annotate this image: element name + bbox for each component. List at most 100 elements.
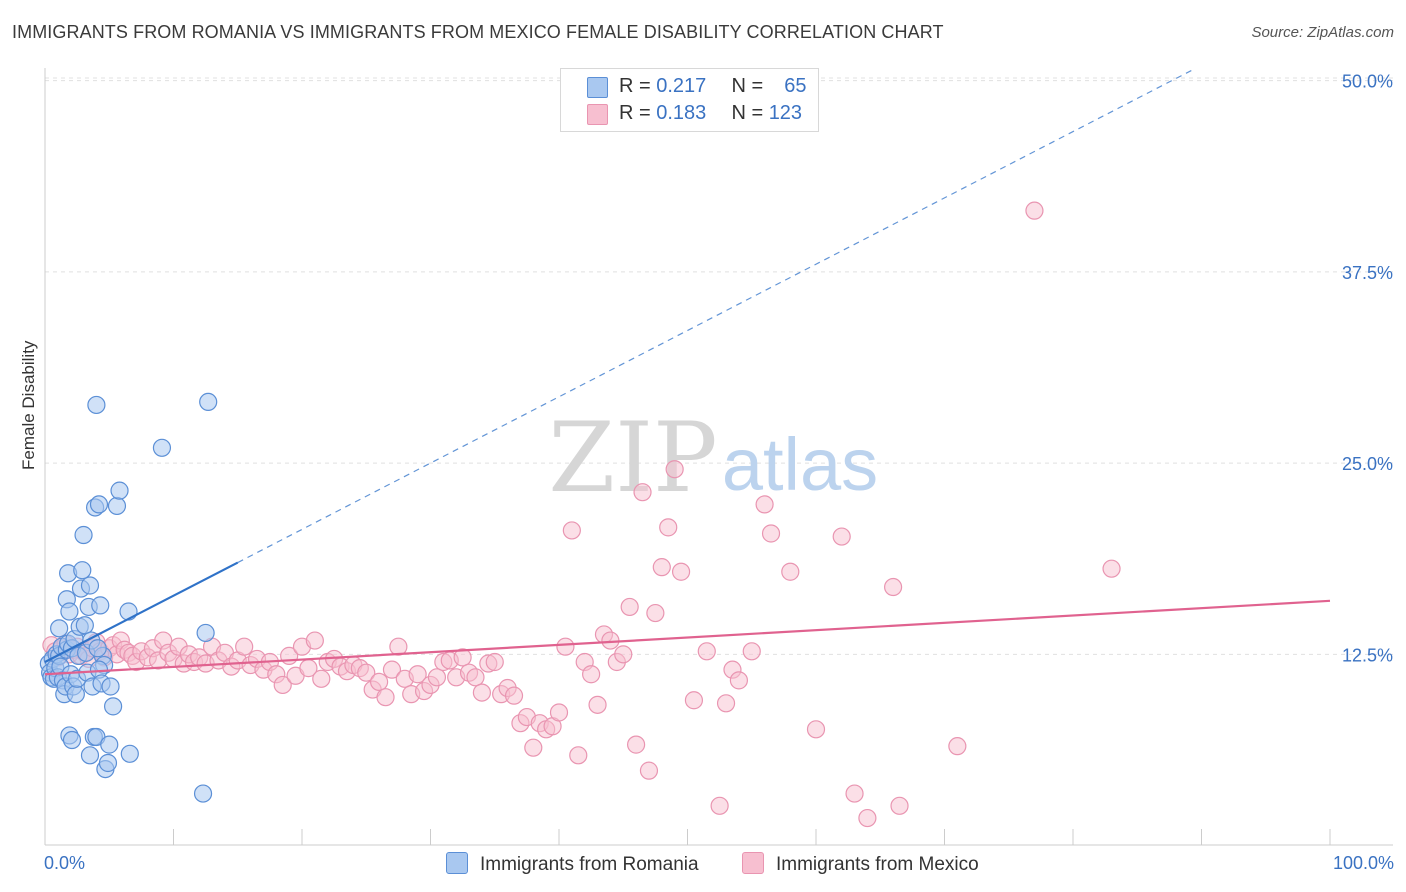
mexico-point: [652, 558, 671, 577]
romania-point: [80, 746, 100, 765]
romania-point: [110, 481, 129, 500]
romania-point: [120, 744, 139, 763]
mexico-point: [305, 631, 324, 650]
mexico-legend-swatch: [742, 852, 764, 874]
mexico-point: [453, 648, 472, 667]
mexico-point: [235, 637, 254, 656]
romania-point: [196, 623, 215, 643]
mexico-point: [845, 784, 864, 803]
romania-point: [74, 525, 93, 545]
mexico-point: [569, 746, 588, 765]
legend-r-value: 0.183: [656, 102, 707, 124]
romania-point: [100, 735, 119, 754]
mexico-point: [639, 761, 659, 780]
mexico-point: [716, 694, 736, 713]
romania-swatch: [587, 77, 608, 98]
mexico-swatch: [587, 104, 608, 125]
mexico-point: [832, 527, 851, 546]
romania-point: [107, 496, 127, 516]
romania-point: [89, 495, 109, 514]
mexico-point: [806, 720, 826, 739]
legend-r-label: R =: [619, 102, 651, 124]
y-tick-labels: 12.5% 25.0% 37.5% 50.0%: [1342, 72, 1393, 666]
romania-point: [73, 561, 92, 580]
legend-item-romania: Immigrants from Romania: [446, 852, 699, 876]
mexico-point: [665, 460, 684, 479]
mexico-point: [1102, 559, 1121, 578]
mexico-point: [883, 577, 903, 597]
mexico-point: [781, 562, 800, 581]
romania-point: [104, 697, 123, 716]
mexico-point: [408, 665, 427, 684]
x-tick-label-min: 0.0%: [44, 853, 86, 873]
mexico-point: [742, 642, 761, 661]
mexico-point: [382, 660, 402, 679]
mexico-point: [562, 521, 581, 540]
mexico-point: [729, 671, 749, 690]
romania-point: [152, 438, 172, 457]
mexico-point: [466, 668, 485, 687]
y-tick-label: 50.0%: [1342, 72, 1393, 92]
mexico-legend-label: Immigrants from Mexico: [776, 854, 979, 875]
mexico-point: [761, 524, 781, 543]
correlation-legend: R = 0.217 N = 65 R = 0.183 N = 123: [560, 68, 819, 132]
mexico-point: [646, 603, 665, 623]
mexico-point: [556, 637, 575, 656]
mexico-point: [582, 665, 601, 684]
romania-point: [91, 596, 110, 615]
mexico-point: [588, 695, 607, 714]
mexico-point: [485, 652, 504, 672]
mexico-point: [620, 597, 639, 617]
mexico-point: [370, 672, 389, 691]
legend-n-label: N =: [731, 102, 764, 124]
romania-point: [60, 602, 79, 621]
mexico-point: [755, 495, 774, 514]
y-tick-label: 12.5%: [1342, 645, 1393, 665]
mexico-point: [427, 668, 447, 687]
source-credit: Source: ZipAtlas.com: [1251, 24, 1394, 41]
legend-r-value: 0.217: [656, 75, 707, 97]
romania-trendline: [44, 561, 239, 663]
mexico-point: [273, 675, 292, 695]
x-tick-label-max: 100.0%: [1332, 853, 1394, 873]
watermark-atlas: atlas: [722, 423, 878, 506]
mexico-trendline: [44, 599, 1331, 676]
romania-point: [193, 784, 213, 803]
mexico-point: [504, 686, 524, 705]
watermark: ZIP atlas: [548, 402, 878, 514]
mexico-points: [42, 201, 1121, 828]
romania-legend-swatch: [446, 852, 468, 874]
mexico-point: [614, 645, 633, 664]
legend-r-label: R =: [619, 75, 651, 97]
legend-n-value: 123: [768, 102, 803, 124]
mexico-point: [697, 642, 716, 661]
romania-point: [75, 616, 94, 635]
mexico-point: [890, 796, 909, 815]
mexico-point: [1025, 201, 1044, 220]
mexico-point: [524, 738, 543, 757]
romania-point: [88, 639, 107, 658]
romania-point: [98, 753, 118, 773]
mexico-point: [376, 688, 395, 707]
chart-title: IMMIGRANTS FROM ROMANIA VS IMMIGRANTS FR…: [12, 22, 944, 42]
romania-point: [80, 576, 100, 595]
mexico-point: [858, 808, 877, 828]
trendlines: [44, 68, 1331, 676]
legend-n-label: N =: [731, 75, 764, 97]
romania-point: [87, 395, 106, 415]
mexico-point: [684, 691, 704, 710]
romania-point: [119, 602, 138, 621]
romania-point: [50, 619, 69, 638]
axes: [44, 68, 1393, 846]
romania-point: [62, 730, 82, 750]
romania-trendline-extension: [237, 68, 1196, 564]
romania-point: [199, 392, 218, 411]
romania-legend-label: Immigrants from Romania: [480, 854, 699, 875]
mexico-point: [710, 796, 729, 815]
mexico-point: [549, 703, 569, 722]
mexico-point: [948, 737, 967, 756]
mexico-point: [633, 483, 652, 502]
gridlines: [45, 77, 1393, 655]
mexico-point: [312, 669, 331, 688]
